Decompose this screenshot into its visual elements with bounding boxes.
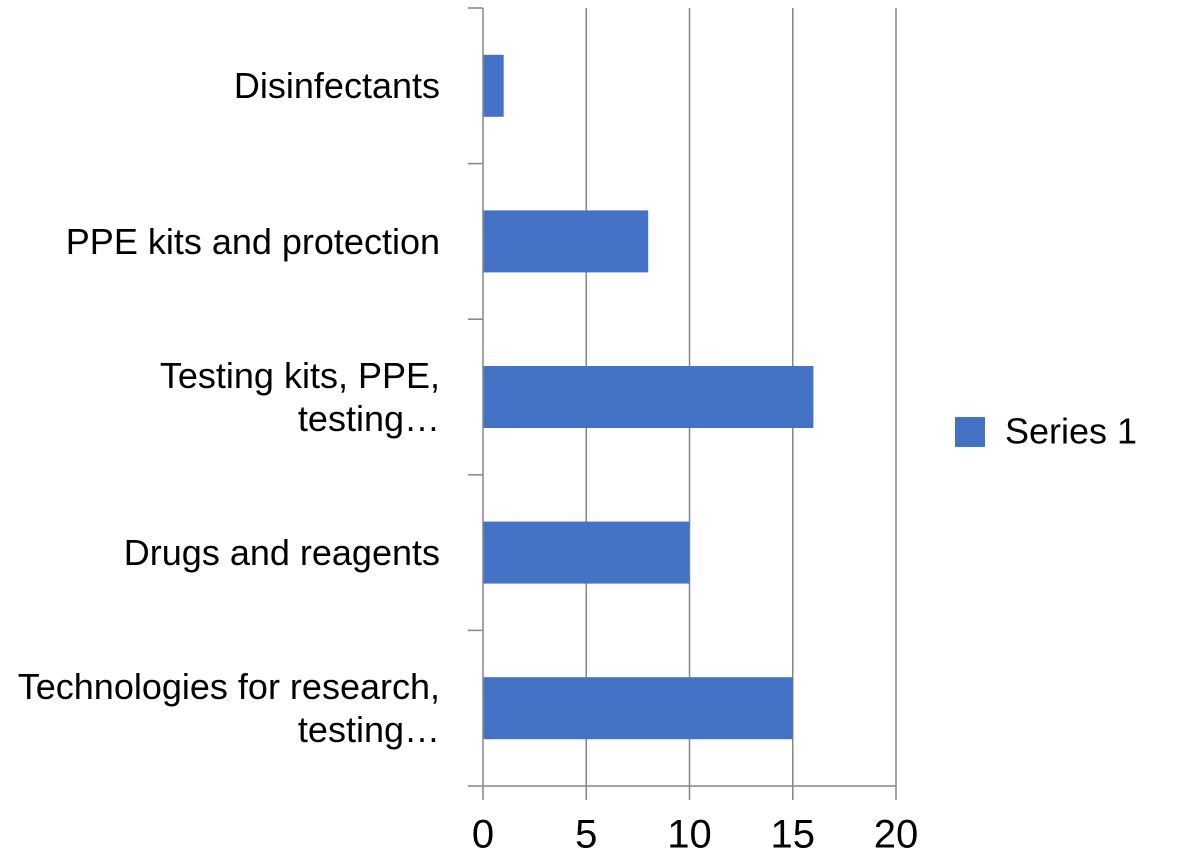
x-tick-label: 20: [874, 813, 919, 857]
y-tick-label-box: Technologies for research, testing…: [17, 666, 440, 751]
bar: [483, 210, 649, 273]
y-tick-label-box: Drugs and reagents: [123, 532, 440, 574]
bar: [483, 677, 793, 740]
y-tick-label: Drugs and reagents: [123, 532, 440, 574]
y-tick-label: Disinfectants: [233, 65, 440, 107]
x-tick-label: 5: [575, 813, 597, 857]
bar: [483, 521, 690, 584]
x-tick-label: 15: [771, 813, 816, 857]
bar: [483, 366, 814, 428]
y-tick-label-box: Disinfectants: [233, 65, 440, 107]
legend-swatch: [955, 417, 985, 447]
x-tick-label: 10: [667, 813, 712, 857]
legend-label: Series 1: [1005, 411, 1137, 452]
y-tick-label-box: Testing kits, PPE, testing…: [159, 354, 440, 439]
y-tick-label-box: PPE kits and protection: [65, 220, 440, 262]
y-tick-label: Technologies for research, testing…: [17, 666, 440, 751]
bar: [483, 54, 504, 117]
y-tick-label: PPE kits and protection: [65, 220, 440, 262]
x-tick-label: 0: [472, 813, 494, 857]
y-tick-label: Testing kits, PPE, testing…: [159, 354, 440, 439]
